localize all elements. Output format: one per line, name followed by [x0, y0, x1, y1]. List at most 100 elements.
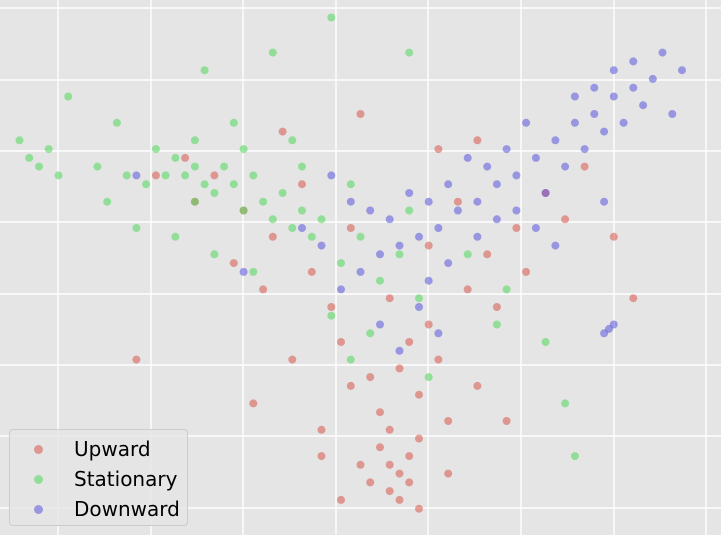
point-downward-14 — [356, 267, 365, 276]
point-stationary-33 — [395, 250, 404, 259]
point-upward-18 — [327, 303, 336, 311]
point-downward-48 — [512, 206, 521, 215]
point-upward-41 — [298, 180, 306, 189]
point-stationary-27 — [112, 118, 121, 127]
point-downward-17 — [298, 224, 306, 232]
point-downward-31 — [483, 162, 492, 171]
point-downward-25 — [629, 57, 638, 66]
point-downward-0 — [531, 153, 540, 162]
point-downward-22 — [619, 118, 628, 127]
point-upward-35 — [492, 303, 501, 311]
point-upward-50 — [444, 469, 453, 478]
point-downward-39 — [327, 171, 336, 180]
point-downward-18 — [541, 189, 550, 197]
point-stationary-58 — [298, 162, 306, 171]
point-stationary-16 — [288, 224, 297, 232]
point-upward-23 — [512, 224, 521, 232]
point-downward-38 — [346, 197, 355, 206]
point-upward-56 — [278, 127, 287, 136]
point-stationary-11 — [249, 171, 258, 180]
data-points — [15, 13, 686, 513]
point-stationary-46 — [463, 250, 472, 259]
point-stationary-38 — [346, 355, 355, 364]
point-downward-4 — [609, 92, 618, 101]
point-upward-53 — [249, 399, 258, 408]
point-upward-15 — [337, 338, 345, 346]
point-downward-23 — [639, 101, 648, 110]
point-downward-50 — [658, 48, 667, 57]
point-downward-53 — [600, 197, 609, 206]
point-downward-6 — [512, 171, 521, 180]
point-upward-48 — [415, 504, 423, 513]
point-downward-21 — [600, 127, 609, 136]
point-downward-52 — [668, 110, 677, 118]
point-downward-19 — [561, 162, 570, 171]
point-downward-9 — [453, 206, 462, 215]
point-stationary-43 — [405, 48, 414, 57]
point-downward-58 — [239, 267, 248, 276]
point-stationary-28 — [64, 92, 73, 101]
point-downward-33 — [444, 180, 453, 189]
point-downward-45 — [444, 259, 453, 268]
point-stationary-25 — [93, 162, 102, 171]
point-stationary-7 — [190, 197, 199, 206]
point-upward-38 — [424, 241, 433, 250]
point-downward-13 — [376, 250, 384, 259]
point-downward-36 — [385, 215, 394, 224]
point-stationary-51 — [492, 320, 501, 329]
point-stationary-10 — [239, 206, 248, 215]
legend-label-stationary: Stationary — [74, 467, 178, 491]
point-stationary-12 — [259, 197, 268, 206]
point-downward-59 — [132, 171, 141, 180]
point-upward-19 — [463, 285, 472, 294]
point-downward-29 — [522, 118, 531, 127]
point-upward-39 — [346, 224, 355, 232]
point-upward-47 — [151, 171, 160, 180]
point-upward-33 — [473, 381, 482, 390]
point-upward-21 — [483, 250, 492, 259]
point-stationary-32 — [376, 276, 384, 285]
point-downward-26 — [609, 66, 618, 75]
point-downward-43 — [376, 320, 384, 329]
point-upward-28 — [181, 153, 190, 162]
point-stationary-49 — [561, 399, 570, 408]
point-stationary-23 — [15, 136, 24, 145]
point-upward-57 — [473, 136, 482, 145]
point-downward-5 — [629, 83, 638, 92]
point-upward-2 — [376, 443, 384, 452]
point-downward-40 — [415, 303, 423, 311]
point-downward-12 — [395, 241, 404, 250]
point-upward-36 — [259, 285, 268, 294]
point-upward-54 — [132, 355, 141, 364]
point-stationary-19 — [317, 215, 326, 224]
point-upward-20 — [307, 267, 316, 276]
legend-marker-downward — [34, 505, 43, 514]
legend-label-upward: Upward — [74, 437, 151, 461]
point-downward-35 — [405, 189, 414, 197]
point-stationary-53 — [171, 232, 180, 241]
point-stationary-52 — [132, 224, 141, 232]
point-upward-58 — [356, 110, 365, 118]
point-upward-0 — [385, 460, 394, 469]
point-downward-2 — [570, 118, 579, 127]
point-stationary-18 — [307, 232, 316, 241]
point-stationary-34 — [415, 294, 423, 303]
point-stationary-55 — [249, 267, 258, 276]
point-stationary-45 — [288, 136, 297, 145]
point-downward-51 — [678, 66, 686, 75]
point-stationary-5 — [161, 171, 170, 180]
point-downward-20 — [580, 145, 589, 154]
point-downward-3 — [590, 110, 599, 118]
point-upward-44 — [561, 215, 570, 224]
point-stationary-39 — [405, 206, 414, 215]
point-downward-41 — [434, 329, 443, 338]
point-stationary-57 — [239, 145, 248, 154]
point-downward-11 — [415, 232, 423, 241]
point-downward-44 — [424, 276, 433, 285]
point-upward-46 — [609, 232, 618, 241]
point-upward-55 — [629, 294, 638, 303]
point-upward-49 — [337, 495, 345, 504]
point-upward-6 — [415, 434, 423, 443]
point-stationary-31 — [356, 232, 365, 241]
